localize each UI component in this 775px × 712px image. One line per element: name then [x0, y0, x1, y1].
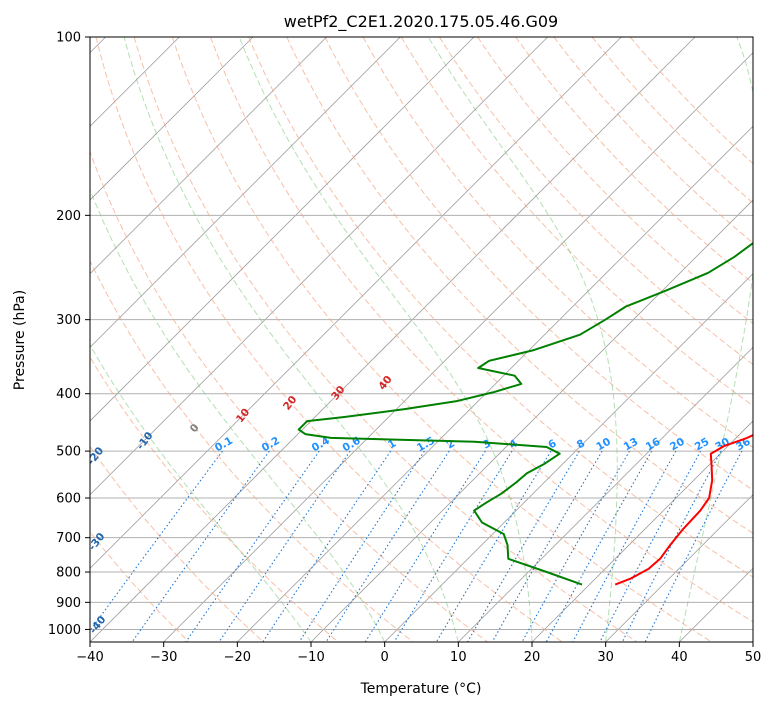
- isotherm-line: [311, 37, 775, 642]
- mixing-ratio-line: [436, 451, 551, 642]
- isotherm-line: [0, 37, 400, 642]
- isotherm-line: [458, 37, 775, 642]
- isotherm-line: [0, 37, 548, 642]
- dry-adiabat-line: [96, 37, 562, 642]
- plot-frame: [90, 37, 753, 642]
- isotherm-line: [0, 37, 327, 642]
- dry-adiabat-line: [20, 37, 413, 642]
- x-tick-label: 0: [381, 650, 389, 665]
- y-tick-label: 600: [56, 492, 81, 507]
- isotherm-line: [0, 37, 253, 642]
- dry-adiabat-line: [516, 37, 775, 642]
- moist-adiabat-line: [239, 37, 532, 642]
- isotherm-line: [16, 37, 621, 642]
- y-axis: 100 200 300 400 500 600 700 800 900 1000: [48, 31, 90, 638]
- x-tick-label: −10: [297, 650, 324, 665]
- x-tick-label: 50: [745, 650, 762, 665]
- isotherm-lines: [0, 37, 775, 642]
- isotherm-line: [753, 37, 775, 642]
- y-tick-label: 200: [56, 209, 81, 224]
- x-tick-label: 40: [671, 650, 688, 665]
- y-tick-label: 900: [56, 596, 81, 611]
- chart-title: wetPf2_C2E1.2020.175.05.46.G09: [284, 12, 558, 32]
- x-axis: −40 −30 −20 −10 0 10 20 30 40 50: [76, 642, 761, 665]
- dewpoint-profile: [299, 37, 775, 585]
- dry-adiabat-line: [134, 37, 637, 642]
- isotherm-line: [679, 37, 775, 642]
- x-tick-label: 30: [597, 650, 614, 665]
- isotherm-line: [164, 37, 769, 642]
- moist-adiabat-line: [7, 138, 311, 642]
- mixing-ratio-line: [263, 451, 391, 642]
- dry-adiabat-line: [58, 37, 488, 642]
- y-axis-label: Pressure (hPa): [12, 290, 28, 390]
- sounding-profiles: [299, 37, 775, 585]
- mixing-ratio-line: [326, 451, 449, 642]
- mixing-ratio-line: [132, 451, 269, 642]
- y-tick-label: 500: [56, 445, 81, 460]
- moist-adiabat-line: [57, 87, 385, 642]
- isotherm-line: [0, 37, 474, 642]
- dry-adiabats: [0, 37, 775, 642]
- x-tick-label: −30: [150, 650, 177, 665]
- mixing-ratio-line: [468, 451, 580, 642]
- dry-adiabat-label: 0: [188, 422, 202, 435]
- dry-adiabat-line: [592, 37, 775, 642]
- y-tick-label: 300: [56, 313, 81, 328]
- mixing-ratio-lines: [82, 451, 742, 642]
- x-axis-label: Temperature (°C): [360, 681, 482, 697]
- isotherm-line: [90, 37, 695, 642]
- mixing-ratio-label: 8: [575, 437, 587, 451]
- y-tick-label: 400: [56, 387, 81, 402]
- isotherm-line: [237, 37, 775, 642]
- moist-adiabat-line: [124, 37, 458, 642]
- dry-adiabat-line: [0, 37, 264, 642]
- mixing-ratio-label: 2: [445, 437, 457, 451]
- y-tick-label: 800: [56, 566, 81, 581]
- x-tick-label: −40: [76, 650, 103, 665]
- x-tick-label: 20: [524, 650, 541, 665]
- mixing-ratio-label: 3: [481, 437, 493, 451]
- y-tick-label: 1000: [48, 623, 81, 638]
- temperature-profile: [615, 45, 775, 585]
- x-tick-label: −20: [224, 650, 251, 665]
- x-tick-label: 10: [450, 650, 467, 665]
- dry-adiabat-line: [0, 37, 338, 642]
- dry-adiabat-label: -20: [85, 445, 106, 467]
- y-tick-label: 700: [56, 531, 81, 546]
- mixing-ratio-line: [299, 451, 424, 642]
- mixing-ratio-line: [573, 451, 676, 642]
- y-tick-label: 100: [56, 31, 81, 46]
- mixing-ratio-line: [522, 451, 629, 642]
